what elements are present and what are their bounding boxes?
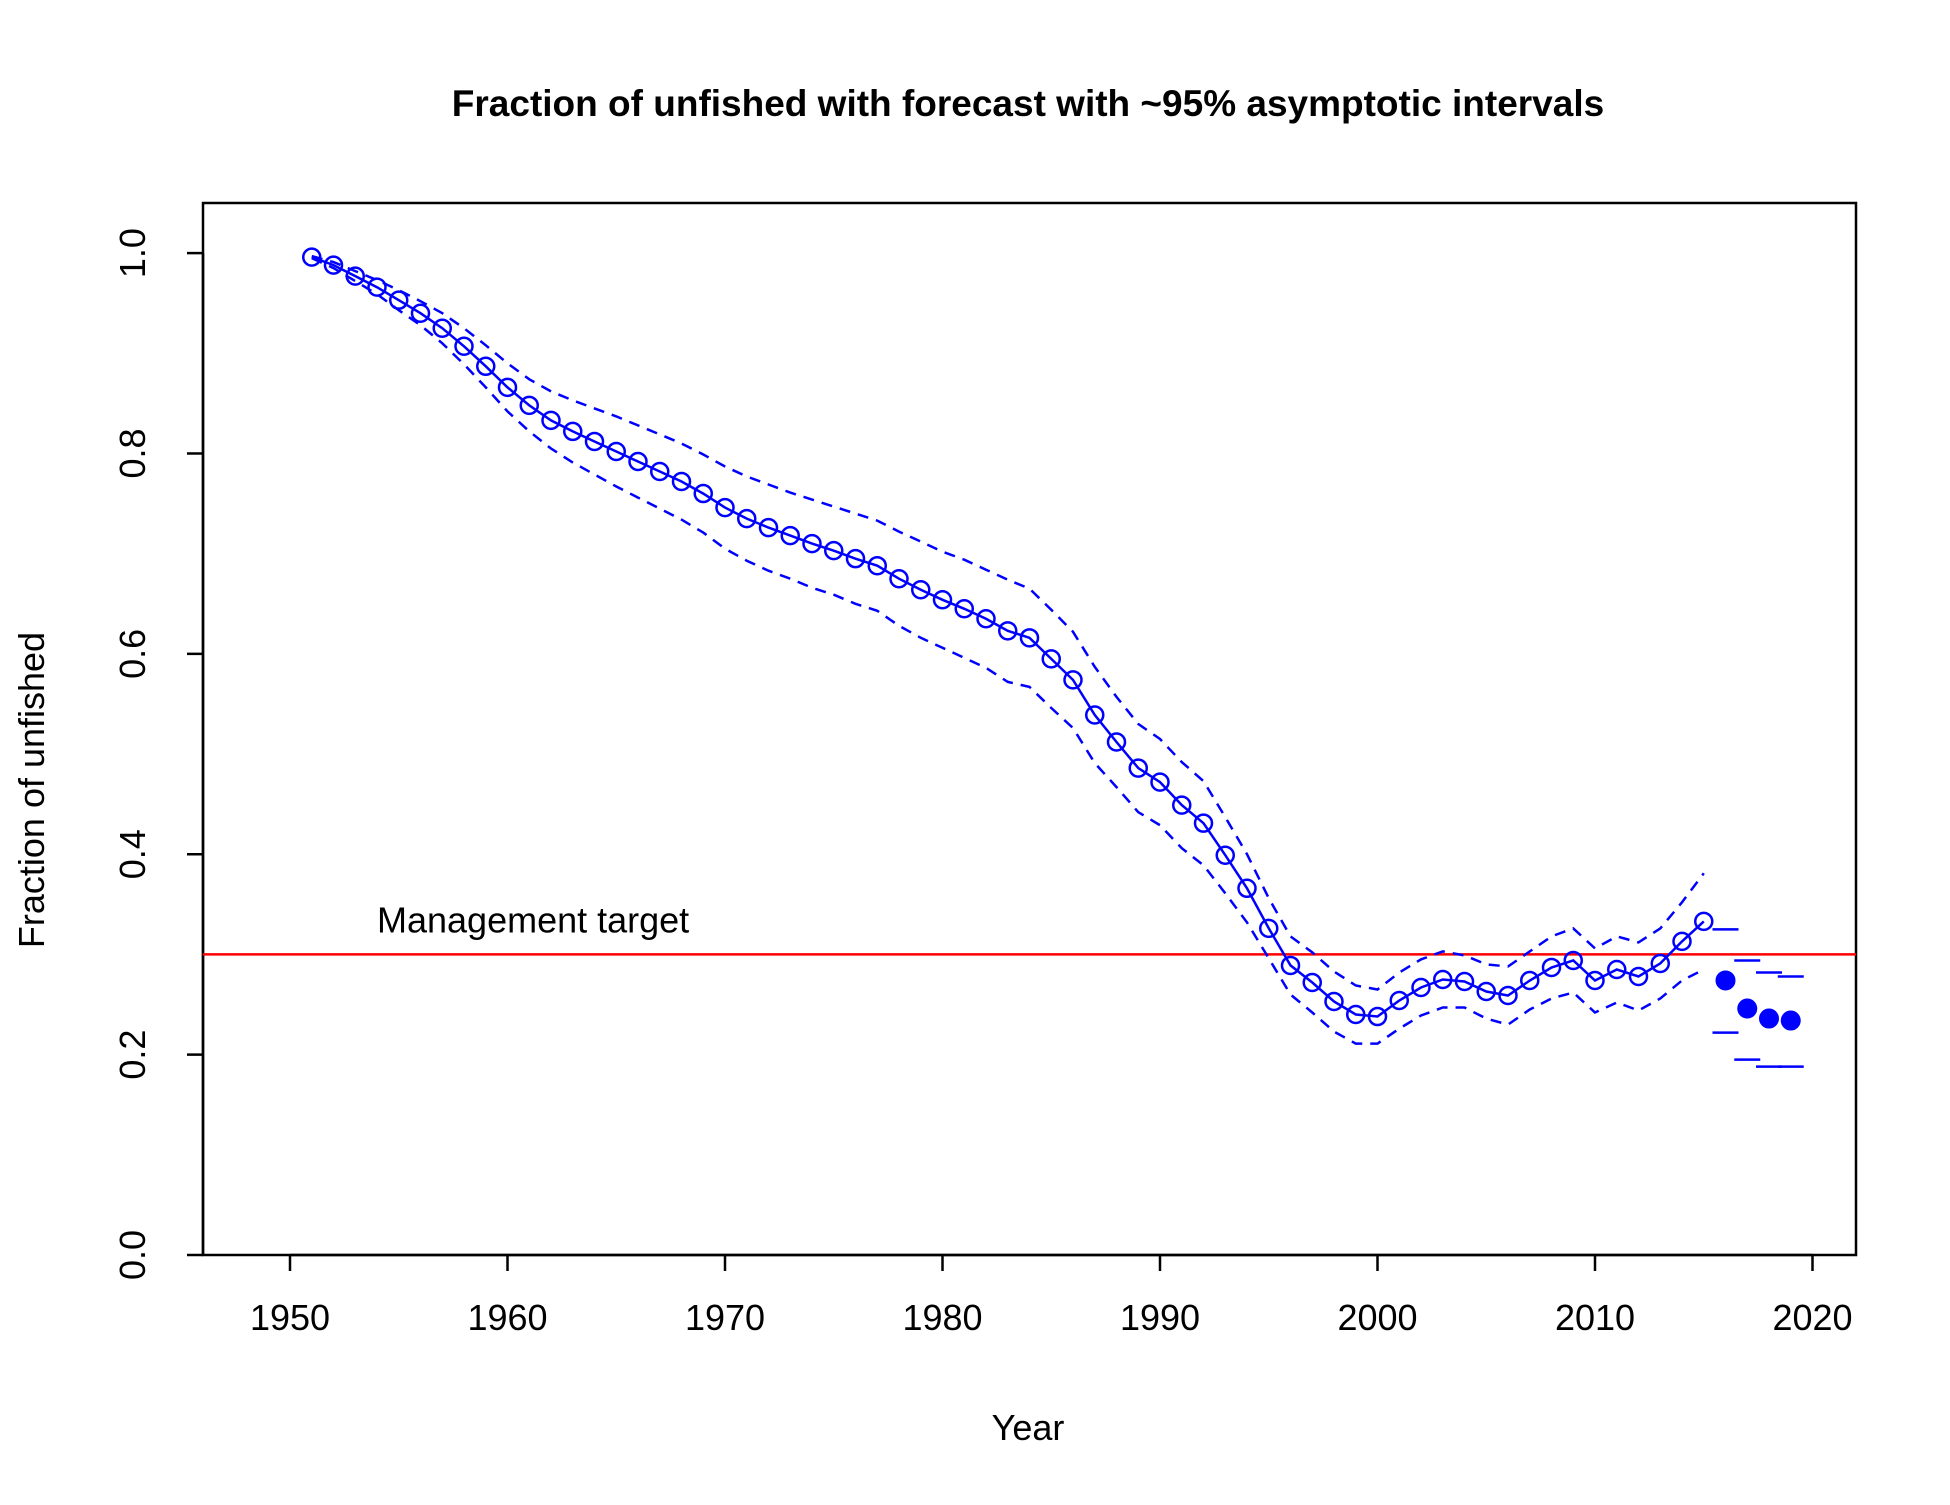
y-tick-label: 0.6: [112, 629, 153, 679]
y-tick-label: 0.8: [112, 428, 153, 478]
y-axis-label: Fraction of unfished: [11, 632, 52, 948]
x-tick-label: 1950: [250, 1297, 330, 1338]
estimate-point: [563, 421, 583, 442]
estimate-point: [1411, 977, 1431, 998]
estimate-point: [1302, 972, 1322, 993]
estimate-point: [345, 266, 365, 286]
y-tick-label: 1.0: [112, 228, 153, 278]
estimate-point: [1454, 971, 1475, 992]
forecast-point: [1715, 970, 1736, 991]
estimate-point: [671, 471, 692, 492]
estimate-point: [519, 395, 539, 416]
y-tick-label: 0.2: [112, 1030, 153, 1080]
estimate-point: [302, 247, 322, 267]
estimate-point: [1041, 649, 1061, 669]
estimate-point: [1541, 957, 1562, 978]
estimate-point: [606, 441, 626, 462]
estimate-point: [867, 555, 887, 576]
estimate-point: [1520, 970, 1540, 991]
estimate-point: [497, 377, 518, 398]
estimate-point: [824, 540, 844, 561]
management-target-label: Management target: [377, 899, 689, 940]
estimate-point: [1193, 813, 1214, 833]
estimate-point: [1259, 918, 1279, 939]
x-tick-label: 2000: [1337, 1297, 1417, 1338]
estimate-point: [584, 431, 605, 452]
estimate-point: [976, 609, 996, 629]
estimate-point: [1172, 795, 1192, 815]
estimate-point: [802, 533, 822, 554]
x-tick-label: 1980: [902, 1297, 982, 1338]
x-tick-label: 2010: [1555, 1297, 1635, 1338]
estimate-point: [1476, 981, 1496, 1002]
estimate-point: [758, 517, 779, 538]
x-axis-label: Year: [992, 1407, 1065, 1448]
estimate-point: [911, 579, 931, 600]
estimate-point: [932, 590, 953, 610]
estimate-point: [367, 277, 387, 297]
estimate-point: [454, 336, 474, 357]
estimate-point: [1215, 845, 1235, 865]
estimate-point: [954, 599, 974, 619]
estimate-point: [1433, 969, 1453, 990]
y-tick-label: 0.0: [112, 1230, 153, 1280]
x-tick-label: 1990: [1120, 1297, 1200, 1338]
forecast-point: [1780, 1010, 1801, 1031]
y-tick-label: 0.4: [112, 829, 153, 879]
estimate-point: [845, 548, 866, 569]
lower-interval-line: [311, 256, 1705, 1045]
estimate-point: [1628, 966, 1649, 987]
estimate-point: [780, 525, 800, 546]
estimate-point: [1237, 878, 1257, 899]
estimate-point: [1367, 1006, 1388, 1027]
estimate-point: [1585, 970, 1605, 991]
estimate-point: [889, 568, 909, 589]
estimate-point: [1280, 955, 1301, 976]
estimate-point: [737, 508, 757, 529]
estimate-point: [1498, 985, 1518, 1006]
chart-title: Fraction of unfished with forecast with …: [452, 83, 1604, 124]
plot-frame: [201, 201, 1858, 1257]
estimate-point: [389, 290, 409, 310]
estimate-point: [628, 451, 648, 472]
estimate-point: [650, 461, 670, 482]
estimate-point: [693, 483, 713, 504]
estimate-point: [476, 356, 496, 377]
estimate-point: [410, 303, 431, 323]
x-tick-label: 2020: [1772, 1297, 1852, 1338]
estimate-point: [1150, 772, 1170, 792]
estimate-point: [1346, 1004, 1366, 1025]
estimate-point: [1019, 628, 1040, 648]
estimate-point: [541, 410, 561, 431]
estimate-point: [1672, 931, 1692, 952]
forecast-point: [1737, 998, 1758, 1019]
estimate-point: [715, 497, 735, 518]
estimate-point: [432, 318, 452, 338]
estimate-point: [1324, 991, 1344, 1012]
estimate-point: [1694, 911, 1714, 932]
x-tick-label: 1960: [467, 1297, 547, 1338]
estimate-point: [1063, 670, 1083, 690]
estimate-point: [1106, 732, 1127, 752]
estimate-point: [998, 621, 1018, 641]
estimate-point: [1563, 950, 1583, 971]
estimate-point: [1607, 959, 1627, 980]
estimate-point: [1128, 758, 1148, 778]
x-tick-label: 1970: [685, 1297, 765, 1338]
estimate-point: [1389, 990, 1409, 1011]
forecast-point: [1759, 1008, 1779, 1029]
plot-area: 1950 1960 1970 1980 1990 2000 2010 2020 0.0 0.2 0.…: [112, 201, 1858, 1338]
estimate-point: [1650, 953, 1670, 974]
upper-interval-line: [311, 254, 1705, 991]
estimate-point: [323, 255, 344, 275]
estimate-point: [1085, 705, 1105, 725]
